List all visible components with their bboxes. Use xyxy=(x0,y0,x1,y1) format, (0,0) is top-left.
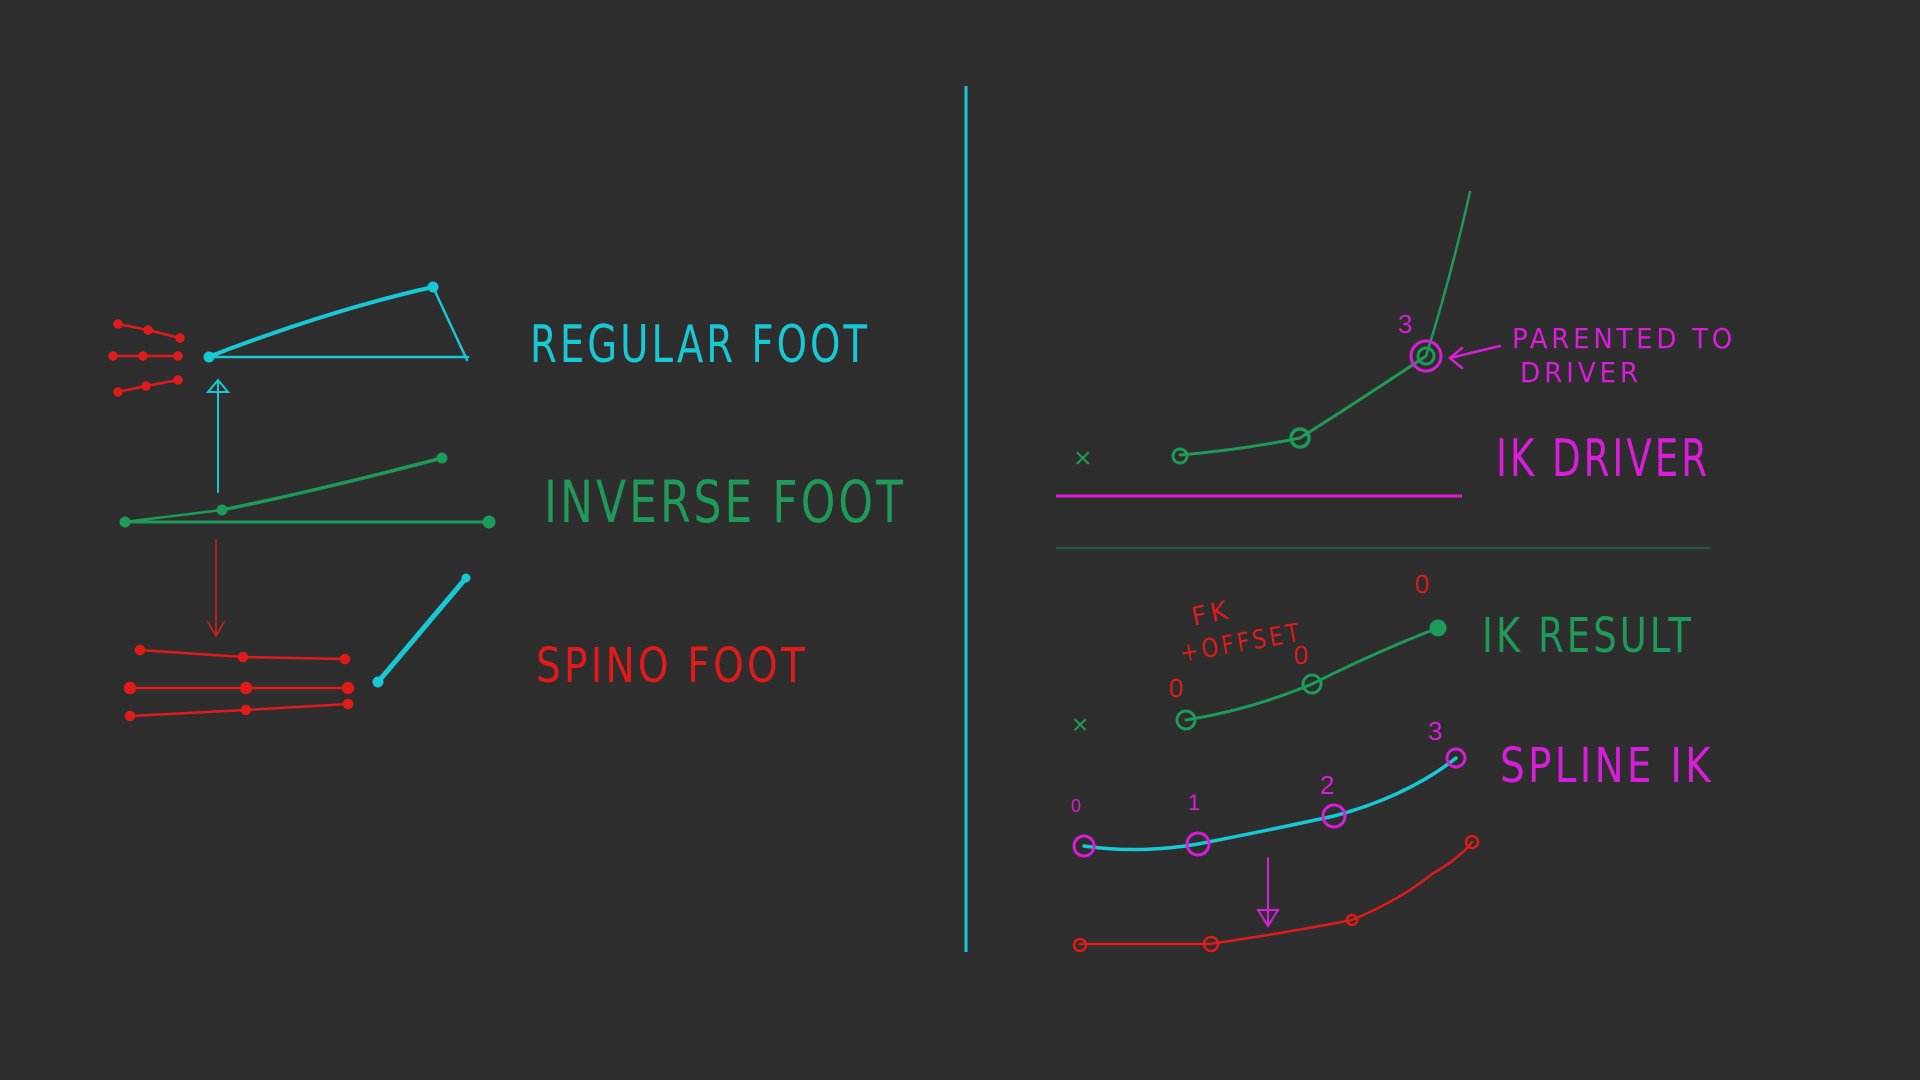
inverse-foot-heel-line xyxy=(122,508,224,524)
regular-foot-label: REGULAR FOOT xyxy=(530,315,870,375)
spino-foot-drawing xyxy=(123,644,355,722)
spino-joint xyxy=(339,653,351,665)
regular-foot-toe-joint xyxy=(427,281,439,293)
spino-joint xyxy=(239,681,253,695)
toe-joint xyxy=(175,333,185,343)
inverse-foot-joint xyxy=(436,452,448,464)
ik-result-label: IK RESULT xyxy=(1482,608,1694,664)
joint-number: 0 xyxy=(1294,640,1308,670)
parented-arrow xyxy=(1448,344,1502,370)
spline-control-point xyxy=(1445,747,1467,769)
regular-foot-top-line xyxy=(206,285,435,359)
toe-joint xyxy=(173,351,183,361)
inverse-foot-drawing xyxy=(119,452,496,529)
spline-control-point xyxy=(1321,803,1347,829)
spline-ik-section: 0 1 2 3 SPLINE IK xyxy=(1071,716,1714,953)
joint-number: 1 xyxy=(1188,790,1200,815)
ik-result-joint xyxy=(1301,673,1323,695)
ik-result-joint xyxy=(1175,709,1197,731)
joint-number: 0 xyxy=(1071,796,1081,816)
spline-ik-label: SPLINE IK xyxy=(1500,738,1714,794)
toe-joint xyxy=(113,319,123,329)
inverse-foot-top-line xyxy=(220,456,444,512)
inverse-foot-joint xyxy=(119,516,131,528)
toe-joint xyxy=(143,325,153,335)
toe-joint xyxy=(108,351,118,361)
inverse-foot-joint xyxy=(482,515,496,529)
toe-joint xyxy=(141,381,151,391)
spino-joint xyxy=(123,681,137,695)
ik-driver-joint xyxy=(1416,346,1436,366)
joint-number: 3 xyxy=(1398,309,1412,339)
toe-joint xyxy=(113,387,123,397)
left-panel: REGULAR FOOT INVERSE FOOT SPINO FOOT xyxy=(108,281,906,722)
spino-joint xyxy=(240,704,252,716)
spino-joint xyxy=(341,681,355,695)
driver-label: DRIVER xyxy=(1520,356,1642,389)
spline-result-joint xyxy=(1345,913,1359,927)
spline-result-chain xyxy=(1078,840,1474,946)
fk-label: FK xyxy=(1189,595,1234,633)
parented-to-label: PARENTED TO xyxy=(1512,322,1736,355)
parented-joint-ring xyxy=(1409,339,1443,373)
spline-down-arrow xyxy=(1256,857,1280,928)
joint-number: 2 xyxy=(1320,770,1334,800)
ik-driver-label: IK DRIVER xyxy=(1496,429,1710,489)
spino-joint xyxy=(134,644,146,656)
regular-foot-up-arrow xyxy=(205,378,231,493)
regular-foot-toes xyxy=(108,319,185,397)
spline-result-joint xyxy=(1072,937,1088,953)
regular-foot-ankle-joint xyxy=(203,351,215,363)
toe-joint xyxy=(138,351,148,361)
ik-result-section: × 0 0 0 FK +OFFSET IK RESULT xyxy=(1072,569,1694,740)
inverse-foot-joint xyxy=(216,504,228,516)
ik-result-chain xyxy=(1184,626,1440,722)
regular-foot-heel-line xyxy=(431,285,469,362)
joint-number: 0 xyxy=(1169,673,1183,703)
joint-number: 0 xyxy=(1415,569,1429,599)
toe-joint xyxy=(173,375,183,385)
spino-toe-line xyxy=(128,702,350,718)
spline-result-joint xyxy=(1202,935,1220,953)
ik-driver-upper-bone xyxy=(1424,190,1472,358)
spline-curve xyxy=(1082,756,1458,852)
cross-marker: × xyxy=(1072,709,1088,740)
spino-joint xyxy=(342,698,354,710)
inverse-foot-label: INVERSE FOOT xyxy=(544,468,906,536)
spline-result-joint xyxy=(1464,834,1480,850)
spline-control-point xyxy=(1072,834,1096,858)
spline-control-point xyxy=(1185,831,1211,857)
ik-driver-joint xyxy=(1171,447,1189,465)
regular-foot-drawing xyxy=(203,281,470,493)
spino-joint xyxy=(237,651,249,663)
ik-driver-joint xyxy=(1289,427,1311,449)
spino-foot-label: SPINO FOOT xyxy=(536,638,808,694)
ik-driver-section: × 3 PARENTED TO DRIVER IK DRIVER xyxy=(1056,190,1736,498)
inverse-to-spino-arrow xyxy=(207,539,225,638)
ik-driver-chain xyxy=(1178,354,1428,457)
spino-foot-cyan-bone xyxy=(372,573,471,688)
joint-number: 3 xyxy=(1428,716,1442,746)
ik-result-joint xyxy=(1429,619,1447,637)
cross-marker: × xyxy=(1074,442,1092,475)
spino-joint xyxy=(124,710,136,722)
